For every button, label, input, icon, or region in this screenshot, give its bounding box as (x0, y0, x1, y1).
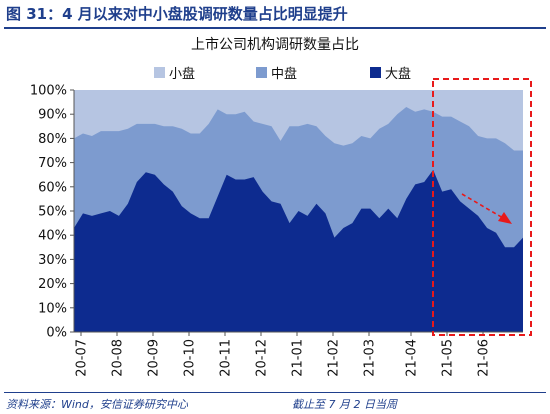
figure-title: 图 31：4 月以来对中小盘股调研数量占比明显提升 (6, 5, 348, 23)
x-tick-label: 21-02 (327, 339, 342, 377)
y-tick-label: 100% (30, 84, 67, 99)
footer-divider (4, 392, 546, 393)
source-note: 资料来源：Wind，安信证券研究中心 (6, 398, 188, 411)
y-tick-label: 40% (38, 229, 67, 244)
title-divider (4, 27, 546, 29)
x-tick-label: 20-10 (183, 339, 198, 377)
x-tick-label: 21-06 (477, 339, 492, 377)
x-tick-label: 21-01 (291, 339, 306, 377)
trend-arrow-line (461, 193, 504, 219)
legend-label-large: 大盘 (385, 66, 412, 82)
chart-title: 上市公司机构调研数量占比 (191, 37, 359, 53)
y-tick-label: 90% (38, 108, 67, 123)
x-tick-label: 20-08 (111, 339, 126, 377)
legend-label-mid: 中盘 (271, 66, 298, 82)
x-tick-label: 20-12 (255, 339, 270, 377)
y-tick-label: 10% (38, 301, 67, 316)
x-tick-label: 21-03 (363, 339, 378, 377)
legend-item-small: 小盘 (154, 62, 195, 82)
trend-arrow-head (498, 212, 512, 224)
x-tick-label: 21-05 (441, 339, 456, 377)
y-tick-label: 20% (38, 277, 67, 292)
legend-item-mid: 中盘 (256, 62, 297, 82)
legend-item-large: 大盘 (370, 62, 411, 82)
y-tick-label: 0% (46, 326, 67, 341)
legend: 小盘 中盘 大盘 (0, 62, 550, 82)
legend-swatch-mid (256, 66, 267, 78)
x-tick-label: 20-11 (219, 339, 234, 377)
x-tick-label: 20-09 (147, 339, 162, 377)
highlight-box (432, 78, 532, 336)
x-tick-label: 21-04 (405, 339, 420, 377)
x-tick-label: 20-07 (75, 339, 90, 377)
y-tick-label: 60% (38, 180, 67, 195)
date-note: 截止至 7 月 2 日当周 (292, 398, 397, 411)
legend-label-small: 小盘 (169, 66, 196, 82)
y-tick-label: 70% (38, 156, 67, 171)
y-tick-label: 80% (38, 132, 67, 147)
y-tick-label: 30% (38, 253, 67, 268)
legend-swatch-large (370, 66, 381, 78)
legend-swatch-small (154, 66, 165, 78)
y-tick-label: 50% (38, 205, 67, 220)
series-area-large (74, 169, 523, 332)
